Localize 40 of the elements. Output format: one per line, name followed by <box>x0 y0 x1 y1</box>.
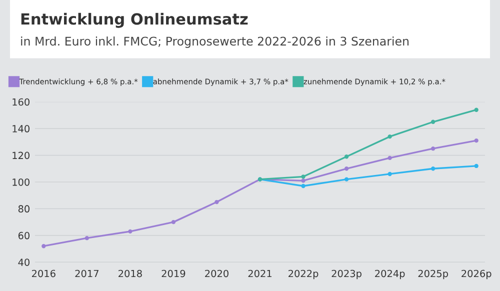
x-tick-label: 2017 <box>75 270 98 278</box>
y-tick-label: 80 <box>18 205 30 213</box>
point <box>344 154 349 159</box>
point <box>344 166 349 171</box>
y-tick-label: 160 <box>12 98 30 106</box>
y-tick-label: 60 <box>18 232 30 240</box>
chart-subtitle: in Mrd. Euro inkl. FMCG; Prognosewerte 2022-2026 in 3 Szenarien <box>21 36 409 48</box>
x-tick-label: 2016 <box>32 270 56 278</box>
point <box>388 172 392 176</box>
point <box>344 177 349 182</box>
point <box>301 184 306 188</box>
x-tick-label: 2026p <box>462 270 492 280</box>
x-tick-label: 2024p <box>375 270 405 280</box>
y-tick-label: 100 <box>12 178 30 186</box>
chart-title: Entwicklung Onlineumsatz <box>21 12 248 28</box>
point <box>388 134 392 139</box>
point <box>430 166 436 171</box>
point <box>430 120 436 124</box>
point <box>474 138 478 143</box>
y-tick-label: 40 <box>18 258 30 266</box>
x-tick-label: 2021 <box>248 270 272 278</box>
point <box>214 200 219 204</box>
point <box>388 156 392 160</box>
x-tick-label: 2020 <box>205 270 228 278</box>
point <box>430 146 436 151</box>
point <box>301 178 306 183</box>
point <box>474 108 478 112</box>
x-tick-label: 2025p <box>418 270 448 280</box>
point <box>84 236 90 240</box>
point <box>474 164 478 168</box>
x-tick-label: 2022p <box>288 270 318 280</box>
x-tick-label: 2023p <box>332 270 362 280</box>
x-tick-label: 2018 <box>118 270 142 278</box>
point <box>42 244 46 248</box>
point <box>171 220 176 224</box>
point <box>301 174 306 179</box>
y-tick-label: 120 <box>12 152 30 160</box>
y-tick-label: 140 <box>12 125 30 132</box>
x-tick-label: 2019 <box>162 270 186 278</box>
point <box>128 229 132 234</box>
